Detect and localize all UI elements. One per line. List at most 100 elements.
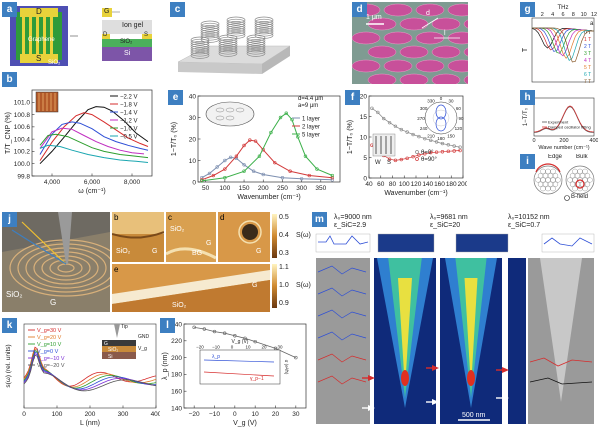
stacked-disk <box>190 45 210 53</box>
data-point <box>222 331 227 335</box>
y-axis-label: s(ω) (rel. units) <box>5 344 12 387</box>
device-si-label: Si <box>108 354 112 360</box>
data-point <box>278 115 283 120</box>
legend-label: V_g=−20 V <box>37 363 65 369</box>
data-point <box>273 160 277 165</box>
stacked-disk <box>226 25 246 33</box>
x-tick-label: 0 <box>22 411 26 418</box>
m-scale-top: 1 μm <box>508 242 524 249</box>
stacked-disk <box>246 43 266 51</box>
m-col3-lambda: λ₀=10152 nm <box>508 214 550 221</box>
x-tick-label: 200 <box>559 138 568 144</box>
disk <box>431 73 461 84</box>
chart-k: 0 100 200 300 400 L (nm) s(ω) (rel. units) V_g=… <box>5 323 160 427</box>
data-point <box>393 124 398 129</box>
profile-line <box>317 265 367 275</box>
i-bfield: B-field <box>571 194 589 200</box>
legend-label: V_g=30 V <box>37 328 62 334</box>
polar-tick-label: 330 <box>427 99 435 104</box>
colorbar-gradient <box>272 214 277 258</box>
y-axis-label: λ_p (nm) <box>162 352 169 380</box>
cs-source-label: S <box>144 32 149 38</box>
panel-d-label: d <box>352 2 367 17</box>
data-point <box>458 148 462 153</box>
data-point <box>212 329 217 334</box>
m-col1-lambda: λ₀=9000 nm <box>334 214 372 221</box>
stacked-disk <box>246 41 266 48</box>
disk <box>383 31 413 45</box>
edge-bulk-schematic <box>533 163 595 201</box>
inset-gamma-line <box>203 371 275 377</box>
top-tick-label: 10 <box>581 12 587 18</box>
data-point <box>440 150 445 154</box>
data-point <box>393 158 398 163</box>
profile-strip <box>315 233 371 253</box>
arrow-marker <box>502 367 509 373</box>
profile-line <box>317 375 367 385</box>
legend-label: −0.5 V <box>120 134 138 140</box>
hex-cell <box>548 172 553 179</box>
hex-cell <box>575 172 580 179</box>
y-tick-label: 100.0 <box>14 161 31 168</box>
legend-label: 2 T <box>584 44 591 50</box>
data-point <box>440 141 445 146</box>
inset-j-b: b SiO₂ G <box>112 212 164 262</box>
j-sio2: SiO₂ <box>6 290 23 299</box>
panel-l: l −20 −10 0 10 20 30 140 160 180 200 220 240 V_g (V)… <box>160 318 310 428</box>
cb1-ylabel: S(ω) <box>296 232 311 239</box>
x-tick-label: 140 <box>422 181 433 188</box>
legend-label: 2 layer <box>302 124 320 130</box>
stacked-disk <box>218 34 238 42</box>
panel-c: c <box>170 2 295 84</box>
series-line <box>39 133 149 159</box>
cb2-t2: 0.9 <box>279 300 289 307</box>
x-tick-label: 100 <box>52 411 63 418</box>
inset-gamma-label: γ_p−1 <box>250 376 264 382</box>
colorbar-gradient-2 <box>272 264 277 308</box>
x-tick-label: 400 <box>151 411 160 418</box>
device-si <box>102 352 136 359</box>
x-tick-label: −10 <box>209 411 220 418</box>
data-point <box>399 127 404 132</box>
series-line <box>39 121 149 155</box>
polar-lobe <box>435 116 447 132</box>
nanoimaging-maps <box>315 233 595 424</box>
disk <box>352 59 381 73</box>
profile-line <box>317 287 367 297</box>
disk <box>463 47 468 57</box>
series-line <box>23 348 157 388</box>
y-tick-label: 220 <box>171 338 182 345</box>
arrow-marker <box>432 365 439 371</box>
stacked-disk <box>218 45 238 53</box>
legend-label: 1 T <box>584 37 591 43</box>
series-line <box>23 349 157 389</box>
gate-label: G <box>104 8 110 15</box>
data-point <box>423 152 427 156</box>
data-point <box>192 325 196 330</box>
polar-tick-label: 270 <box>417 116 425 121</box>
inset-lp-label: λ_p <box>212 354 220 360</box>
legend-label: θ=90° <box>421 157 438 163</box>
data-point <box>242 163 246 167</box>
stacked-disk <box>218 50 238 57</box>
data-point <box>242 143 246 148</box>
stacked-disk <box>200 25 220 32</box>
hex-cell <box>585 181 590 188</box>
stacked-disk <box>226 23 246 30</box>
inset-disk <box>215 107 225 113</box>
device-graphene <box>102 340 136 346</box>
stacked-disk <box>226 21 246 28</box>
device-tip <box>114 324 120 338</box>
profile-line <box>317 331 367 341</box>
disk <box>367 73 397 84</box>
disk <box>399 45 429 59</box>
legend-label: Damped oscillator fitting <box>548 125 591 130</box>
data-point <box>294 355 298 360</box>
x-tick-label: 80 <box>389 181 397 188</box>
y-tick-label: 10 <box>189 158 197 165</box>
stacked-disk <box>200 27 220 34</box>
x-tick-label: −20 <box>189 411 200 418</box>
legend-label: 3 T <box>584 51 591 57</box>
x-axis-label: L (nm) <box>80 420 100 427</box>
inset-stack <box>205 101 255 127</box>
